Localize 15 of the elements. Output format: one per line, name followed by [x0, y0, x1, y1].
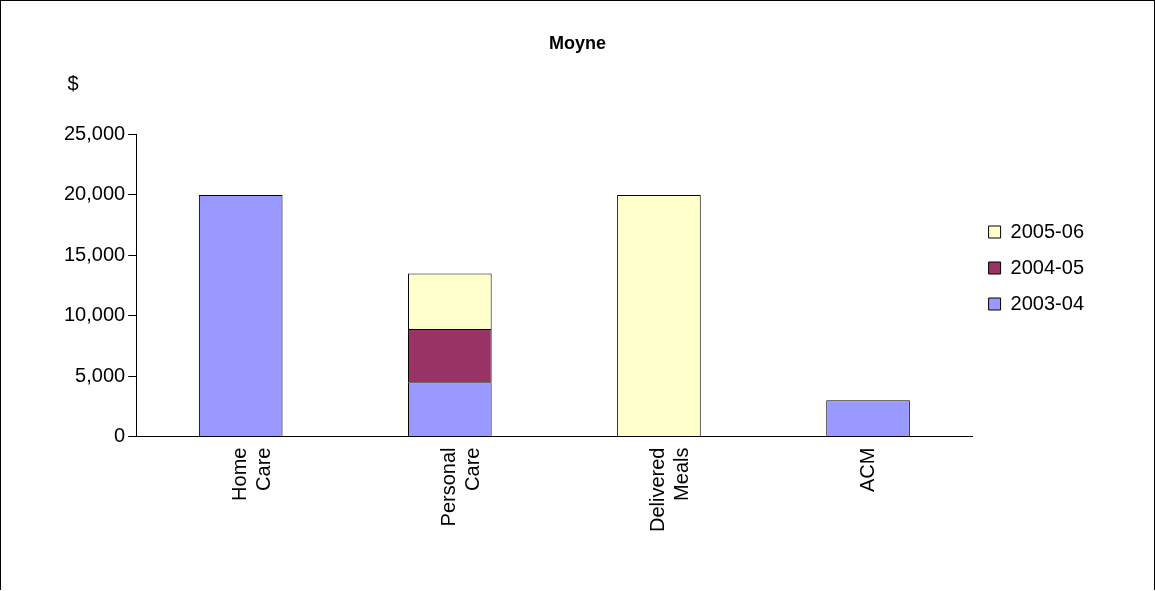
- y-tick-label: 0: [114, 424, 126, 447]
- y-tick-label: 15,000: [64, 242, 126, 265]
- legend-label: 2003-04: [1010, 291, 1085, 314]
- y-tick-label: 10,000: [64, 303, 126, 326]
- y-axis-title: $: [67, 72, 79, 95]
- x-tick-label: ACM: [855, 447, 878, 492]
- x-tick-label: Personal Care: [437, 447, 484, 527]
- x-tick-label: Delivered Meals: [646, 447, 693, 532]
- x-tick-label: Home Care: [228, 447, 275, 501]
- legend-label: 2004-05: [1010, 255, 1085, 278]
- y-tick-label: 5,000: [75, 363, 126, 386]
- y-tick-label: 25,000: [64, 122, 126, 145]
- legend-label: 2005-06: [1010, 219, 1085, 242]
- y-tick-label: 20,000: [64, 182, 126, 205]
- chart-title: Moyne: [548, 32, 607, 53]
